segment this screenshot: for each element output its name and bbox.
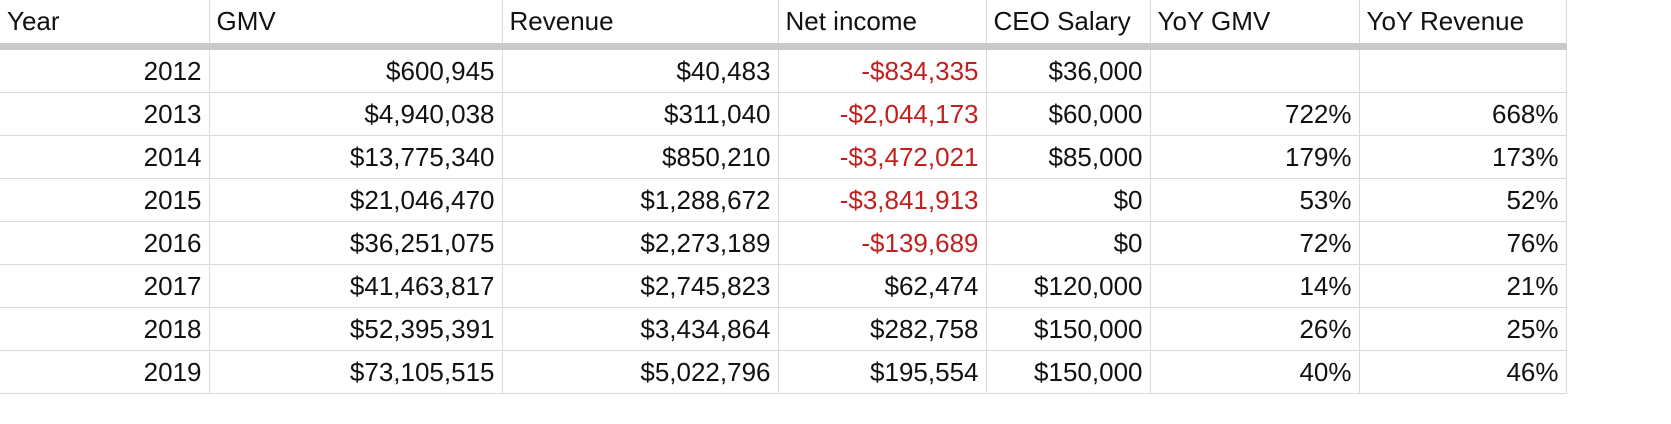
cell-yoy-revenue[interactable] (1358, 46, 1567, 93)
cell-ceo-salary[interactable]: $150,000 (985, 350, 1151, 394)
cell-yoy-revenue[interactable]: 52% (1358, 178, 1567, 222)
cell-year[interactable]: 2017 (0, 264, 210, 308)
cell-revenue[interactable]: $311,040 (501, 92, 779, 136)
table-row: 2015 $21,046,470 $1,288,672 -$3,841,913 … (0, 178, 1567, 222)
cell-net-income[interactable]: $282,758 (777, 307, 987, 351)
cell-yoy-revenue[interactable]: 173% (1358, 135, 1567, 179)
cell-yoy-gmv[interactable]: 722% (1149, 92, 1360, 136)
cell-revenue[interactable]: $40,483 (501, 46, 779, 93)
cell-yoy-gmv[interactable] (1149, 46, 1360, 93)
cell-net-income[interactable]: -$139,689 (777, 221, 987, 265)
cell-revenue[interactable]: $1,288,672 (501, 178, 779, 222)
column-header-net-income[interactable]: Net income (777, 0, 987, 50)
cell-gmv[interactable]: $73,105,515 (208, 350, 503, 394)
column-header-gmv[interactable]: GMV (208, 0, 503, 50)
cell-gmv[interactable]: $36,251,075 (208, 221, 503, 265)
cell-ceo-salary[interactable]: $150,000 (985, 307, 1151, 351)
cell-gmv[interactable]: $600,945 (208, 46, 503, 93)
cell-ceo-salary[interactable]: $60,000 (985, 92, 1151, 136)
cell-year[interactable]: 2012 (0, 46, 210, 93)
cell-yoy-gmv[interactable]: 53% (1149, 178, 1360, 222)
column-header-yoy-revenue[interactable]: YoY Revenue (1358, 0, 1567, 50)
cell-net-income[interactable]: -$834,335 (777, 46, 987, 93)
cell-yoy-gmv[interactable]: 72% (1149, 221, 1360, 265)
cell-ceo-salary[interactable]: $120,000 (985, 264, 1151, 308)
cell-yoy-revenue[interactable]: 46% (1358, 350, 1567, 394)
cell-yoy-gmv[interactable]: 179% (1149, 135, 1360, 179)
cell-year[interactable]: 2013 (0, 92, 210, 136)
header-row: Year GMV Revenue Net income CEO Salary Y… (0, 0, 1567, 50)
cell-ceo-salary[interactable]: $0 (985, 221, 1151, 265)
cell-revenue[interactable]: $5,022,796 (501, 350, 779, 394)
table-row: 2018 $52,395,391 $3,434,864 $282,758 $15… (0, 307, 1567, 351)
cell-yoy-revenue[interactable]: 668% (1358, 92, 1567, 136)
cell-gmv[interactable]: $52,395,391 (208, 307, 503, 351)
cell-ceo-salary[interactable]: $36,000 (985, 46, 1151, 93)
cell-year[interactable]: 2015 (0, 178, 210, 222)
table-row: 2014 $13,775,340 $850,210 -$3,472,021 $8… (0, 135, 1567, 179)
table-row: 2019 $73,105,515 $5,022,796 $195,554 $15… (0, 350, 1567, 394)
column-header-ceo-salary[interactable]: CEO Salary (985, 0, 1151, 50)
cell-year[interactable]: 2016 (0, 221, 210, 265)
cell-net-income[interactable]: -$3,841,913 (777, 178, 987, 222)
cell-revenue[interactable]: $2,273,189 (501, 221, 779, 265)
cell-gmv[interactable]: $4,940,038 (208, 92, 503, 136)
cell-net-income[interactable]: -$3,472,021 (777, 135, 987, 179)
table-row: 2013 $4,940,038 $311,040 -$2,044,173 $60… (0, 92, 1567, 136)
table-row: 2012 $600,945 $40,483 -$834,335 $36,000 (0, 46, 1567, 93)
cell-year[interactable]: 2018 (0, 307, 210, 351)
cell-year[interactable]: 2019 (0, 350, 210, 394)
cell-gmv[interactable]: $41,463,817 (208, 264, 503, 308)
column-header-revenue[interactable]: Revenue (501, 0, 779, 50)
cell-ceo-salary[interactable]: $0 (985, 178, 1151, 222)
cell-net-income[interactable]: $195,554 (777, 350, 987, 394)
cell-year[interactable]: 2014 (0, 135, 210, 179)
cell-yoy-revenue[interactable]: 76% (1358, 221, 1567, 265)
cell-revenue[interactable]: $850,210 (501, 135, 779, 179)
table-row: 2017 $41,463,817 $2,745,823 $62,474 $120… (0, 264, 1567, 308)
cell-gmv[interactable]: $13,775,340 (208, 135, 503, 179)
financials-table: Year GMV Revenue Net income CEO Salary Y… (0, 0, 1567, 394)
cell-net-income[interactable]: $62,474 (777, 264, 987, 308)
cell-gmv[interactable]: $21,046,470 (208, 178, 503, 222)
cell-revenue[interactable]: $3,434,864 (501, 307, 779, 351)
cell-ceo-salary[interactable]: $85,000 (985, 135, 1151, 179)
cell-revenue[interactable]: $2,745,823 (501, 264, 779, 308)
cell-yoy-revenue[interactable]: 21% (1358, 264, 1567, 308)
table-row: 2016 $36,251,075 $2,273,189 -$139,689 $0… (0, 221, 1567, 265)
column-header-yoy-gmv[interactable]: YoY GMV (1149, 0, 1360, 50)
cell-yoy-gmv[interactable]: 26% (1149, 307, 1360, 351)
column-header-year[interactable]: Year (0, 0, 210, 50)
cell-net-income[interactable]: -$2,044,173 (777, 92, 987, 136)
cell-yoy-gmv[interactable]: 14% (1149, 264, 1360, 308)
cell-yoy-gmv[interactable]: 40% (1149, 350, 1360, 394)
cell-yoy-revenue[interactable]: 25% (1358, 307, 1567, 351)
